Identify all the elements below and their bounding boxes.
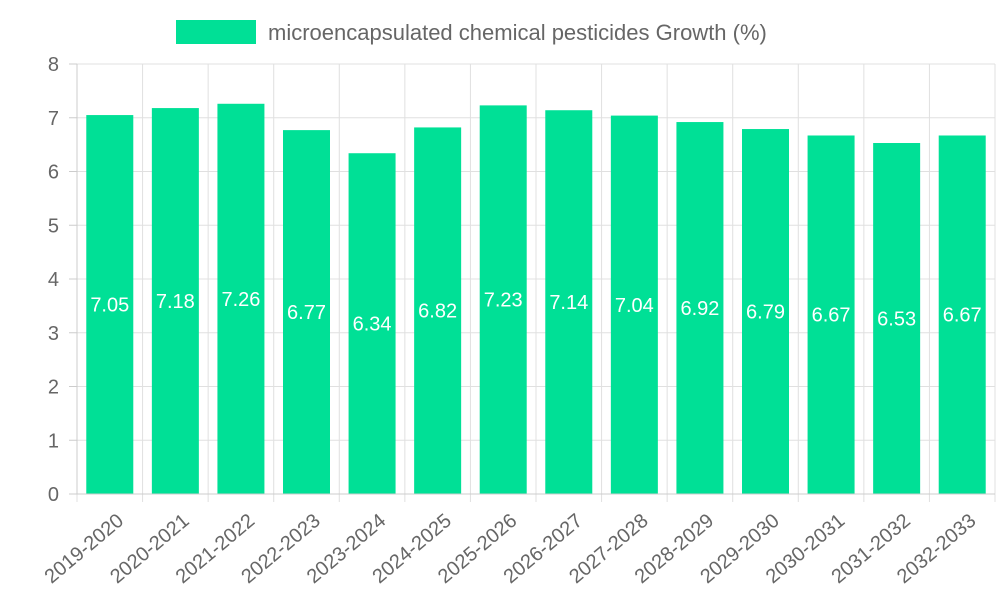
bar-2022-2023[interactable] bbox=[283, 130, 330, 495]
legend-swatch bbox=[176, 20, 256, 44]
bar-2027-2028[interactable] bbox=[610, 115, 658, 494]
bar-2025-2026[interactable] bbox=[479, 105, 527, 494]
bar-2023-2024[interactable] bbox=[348, 153, 396, 494]
y-tick-label: 0 bbox=[48, 484, 59, 506]
data-labels: 7.05 7.18 7.26 6.77 6.34 6.82 7.23 7.14 7.04 6.92… bbox=[90, 289, 981, 336]
data-label-2020-2021: 7.18 bbox=[156, 291, 195, 313]
data-label-2021-2022: 7.26 bbox=[221, 289, 260, 311]
y-tick-label: 1 bbox=[48, 430, 59, 452]
y-tick-label: 3 bbox=[48, 323, 59, 345]
data-label-2030-2031: 6.67 bbox=[812, 305, 851, 327]
gridlines bbox=[76, 63, 996, 502]
bar-2029-2030[interactable] bbox=[742, 129, 789, 494]
bar-2021-2022[interactable] bbox=[217, 103, 265, 495]
bar-2024-2025[interactable] bbox=[414, 127, 462, 495]
bar-2019-2020[interactable] bbox=[86, 115, 134, 494]
legend[interactable]: microencapsulated chemical pesticides Gr… bbox=[176, 20, 767, 45]
y-axis-ticks: 0 1 2 3 4 5 6 7 8 bbox=[48, 54, 77, 506]
y-tick-label: 2 bbox=[48, 377, 59, 399]
y-tick-label: 5 bbox=[48, 215, 59, 237]
x-axis-ticks: 2019-20202020-20212021-20222022-20232023… bbox=[41, 510, 981, 588]
data-label-2027-2028: 7.04 bbox=[615, 295, 654, 317]
data-label-2024-2025: 6.82 bbox=[418, 301, 457, 323]
data-label-2028-2029: 6.92 bbox=[680, 298, 719, 320]
data-label-2026-2027: 7.14 bbox=[549, 292, 588, 314]
y-tick-label: 8 bbox=[48, 54, 59, 76]
bar-2032-2033[interactable] bbox=[938, 135, 986, 495]
data-label-2025-2026: 7.23 bbox=[484, 290, 523, 312]
bar-2020-2021[interactable] bbox=[151, 108, 199, 494]
y-tick-label: 7 bbox=[48, 108, 59, 130]
y-tick-label: 4 bbox=[48, 269, 59, 291]
legend-label: microencapsulated chemical pesticides Gr… bbox=[268, 20, 767, 45]
bars bbox=[86, 103, 986, 495]
data-label-2031-2032: 6.53 bbox=[877, 309, 916, 331]
data-label-2029-2030: 6.79 bbox=[746, 302, 785, 324]
y-tick-label: 6 bbox=[48, 162, 59, 184]
bar-2028-2029[interactable] bbox=[676, 122, 724, 495]
data-label-2032-2033: 6.67 bbox=[943, 305, 982, 327]
bar-2026-2027[interactable] bbox=[545, 110, 593, 494]
bar-2031-2032[interactable] bbox=[873, 143, 921, 494]
data-label-2023-2024: 6.34 bbox=[353, 314, 392, 336]
bar-2030-2031[interactable] bbox=[807, 135, 855, 495]
data-label-2019-2020: 7.05 bbox=[90, 295, 129, 317]
data-label-2022-2023: 6.77 bbox=[287, 302, 326, 324]
